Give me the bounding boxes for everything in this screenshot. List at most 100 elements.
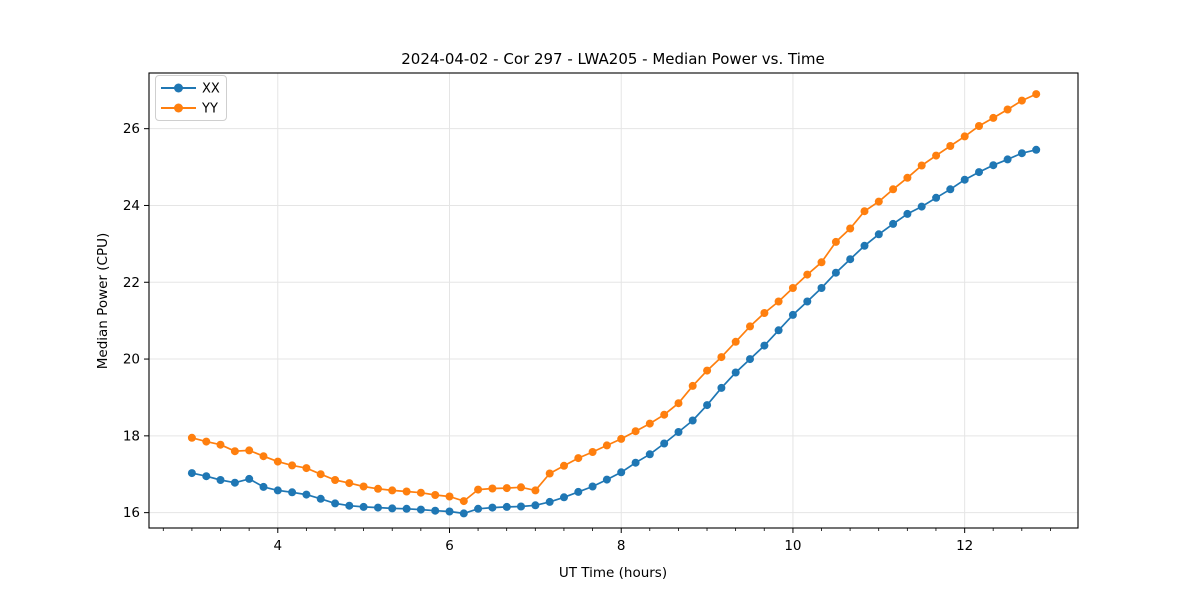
- data-point: [345, 479, 354, 488]
- data-point: [932, 151, 941, 160]
- data-point: [631, 458, 640, 467]
- data-point: [431, 491, 440, 499]
- data-point: [459, 509, 468, 518]
- data-point: [502, 484, 511, 493]
- data-point: [345, 501, 354, 510]
- data-point: [245, 474, 254, 483]
- data-point: [273, 486, 282, 495]
- data-point: [803, 270, 812, 279]
- data-point: [960, 175, 969, 184]
- data-point: [788, 310, 797, 319]
- data-point: [631, 427, 640, 436]
- ticks: 4 6 8 10 12 16 18 20 22 24 26: [123, 121, 1051, 554]
- data-point: [331, 499, 340, 508]
- data-point: [860, 207, 869, 216]
- data-point: [560, 461, 568, 470]
- data-point: [889, 185, 898, 194]
- data-point: [459, 497, 468, 506]
- data-point: [502, 502, 511, 511]
- data-point: [202, 472, 211, 481]
- data-point: [402, 487, 411, 496]
- data-point: [560, 493, 568, 502]
- data-point: [889, 219, 898, 228]
- data-point: [731, 337, 740, 346]
- data-point: [617, 434, 626, 443]
- data-point: [760, 341, 769, 350]
- data-point: [216, 476, 225, 484]
- data-point: [989, 161, 998, 170]
- data-point: [1017, 96, 1026, 105]
- grid: [149, 73, 1078, 528]
- data-point: [932, 193, 941, 202]
- x-axis-label: UT Time (hours): [559, 565, 667, 581]
- data-point: [187, 433, 196, 442]
- data-point: [602, 475, 611, 484]
- data-point: [588, 448, 597, 456]
- data-point: [474, 485, 483, 494]
- data-point: [445, 507, 454, 516]
- data-point: [831, 268, 840, 277]
- legend-label-xx: XX: [202, 82, 220, 97]
- series-yy: [187, 90, 1041, 506]
- data-point: [517, 502, 525, 511]
- data-point: [1003, 155, 1012, 164]
- data-point: [374, 503, 382, 512]
- data-point: [660, 439, 669, 448]
- data-point: [302, 464, 311, 473]
- data-point: [731, 368, 740, 377]
- data-point: [860, 241, 869, 250]
- data-point: [960, 132, 969, 141]
- data-point: [445, 492, 454, 501]
- data-point: [903, 209, 912, 218]
- data-point: [846, 224, 855, 233]
- data-point: [574, 487, 583, 496]
- data-point: [588, 482, 597, 491]
- data-point: [703, 401, 712, 410]
- data-point: [517, 483, 525, 492]
- data-point: [245, 446, 254, 455]
- data-point: [359, 482, 368, 491]
- data-point: [259, 452, 268, 461]
- data-point: [831, 237, 840, 246]
- data-point: [660, 410, 669, 419]
- data-point: [703, 366, 712, 375]
- data-point: [989, 113, 998, 122]
- data-point: [617, 468, 626, 477]
- data-point: [803, 297, 812, 306]
- legend-item-yy: YY: [161, 102, 218, 117]
- data-point: [288, 461, 297, 470]
- data-point: [846, 255, 855, 264]
- data-point: [331, 476, 340, 484]
- series-layer: [187, 90, 1041, 518]
- data-point: [388, 504, 397, 513]
- x-tick-label: 6: [445, 538, 454, 554]
- data-point: [316, 470, 325, 479]
- data-point: [645, 450, 654, 459]
- data-point: [817, 284, 826, 292]
- data-point: [917, 202, 926, 211]
- data-point: [316, 494, 325, 503]
- data-point: [288, 488, 297, 497]
- data-point: [688, 416, 697, 425]
- data-point: [374, 484, 382, 493]
- axes-spines: [148, 72, 1079, 529]
- legend-marker-xx: [174, 83, 183, 93]
- data-point: [474, 504, 483, 513]
- data-point: [1032, 90, 1041, 99]
- data-point: [874, 197, 883, 206]
- data-point: [259, 482, 268, 491]
- y-tick-label: 20: [123, 352, 140, 368]
- data-point: [674, 399, 683, 408]
- data-point: [717, 383, 726, 392]
- data-point: [1017, 149, 1026, 158]
- data-point: [817, 258, 826, 267]
- data-point: [273, 457, 282, 466]
- data-point: [416, 505, 425, 514]
- data-point: [688, 381, 697, 390]
- data-point: [774, 326, 783, 335]
- data-point: [230, 447, 239, 456]
- x-tick-label: 12: [956, 538, 973, 554]
- data-point: [788, 284, 797, 292]
- data-point: [359, 502, 368, 511]
